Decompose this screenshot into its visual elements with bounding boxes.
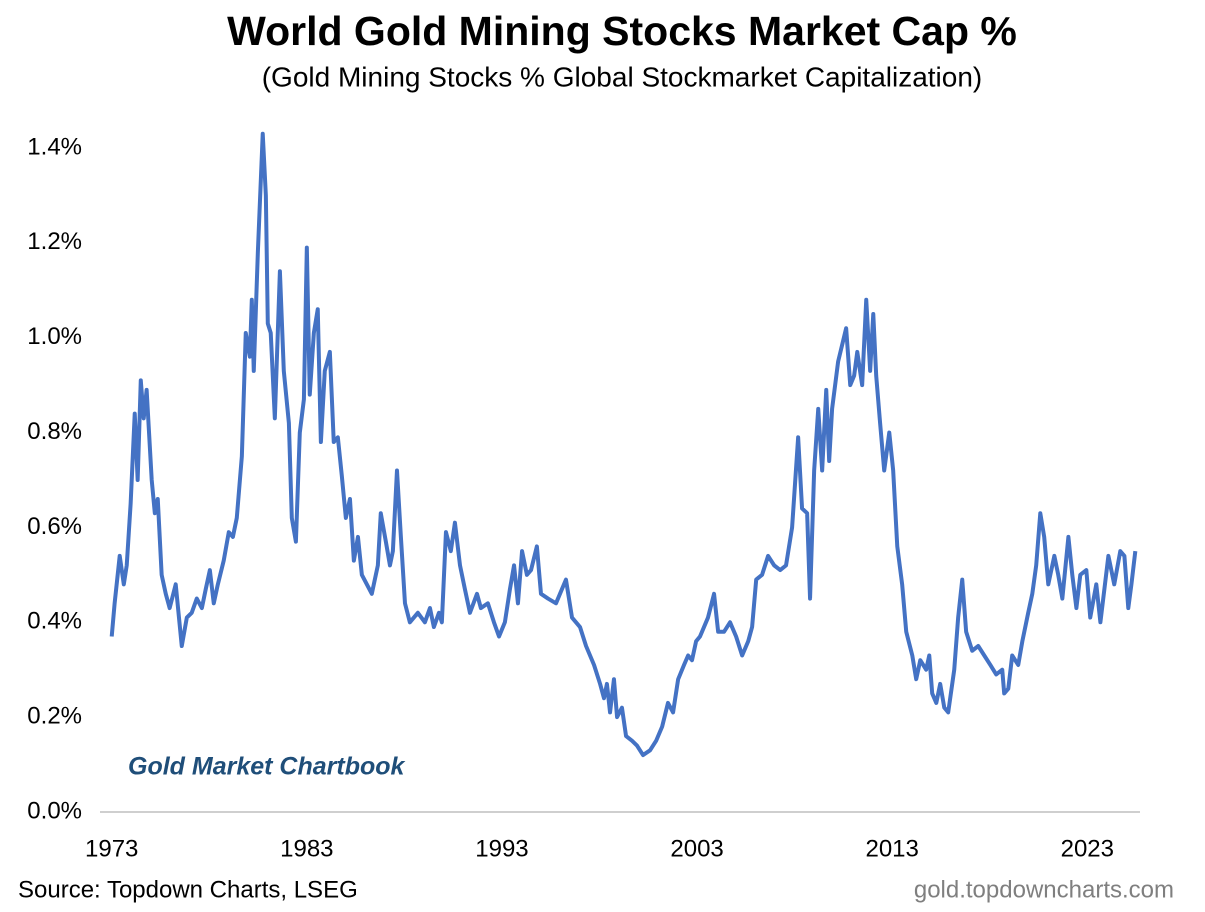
chart-subtitle: (Gold Mining Stocks % Global Stockmarket… [262,61,983,92]
data-line [109,131,1138,758]
x-tick-label: 1983 [280,835,333,862]
y-tick-label: 0.8% [27,418,82,445]
y-tick-label: 0.2% [27,702,82,729]
y-tick-label: 1.4% [27,133,82,160]
y-tick-label: 0.6% [27,513,82,540]
x-tick-label: 2023 [1061,835,1114,862]
annotation: Gold Market Chartbook [128,753,406,781]
y-tick-label: 0.0% [27,797,82,824]
y-tick-label: 1.0% [27,323,82,350]
y-tick-label: 0.4% [27,608,82,635]
y-tick-label: 1.2% [27,228,82,255]
x-tick-label: 2013 [865,835,918,862]
website: gold.topdowncharts.com [914,876,1174,903]
source: Source: Topdown Charts, LSEG [18,876,358,903]
x-tick-label: 2003 [670,835,723,862]
x-tick-label: 1973 [85,835,138,862]
chart-title: World Gold Mining Stocks Market Cap % [227,8,1017,54]
x-tick-label: 1993 [475,835,528,862]
